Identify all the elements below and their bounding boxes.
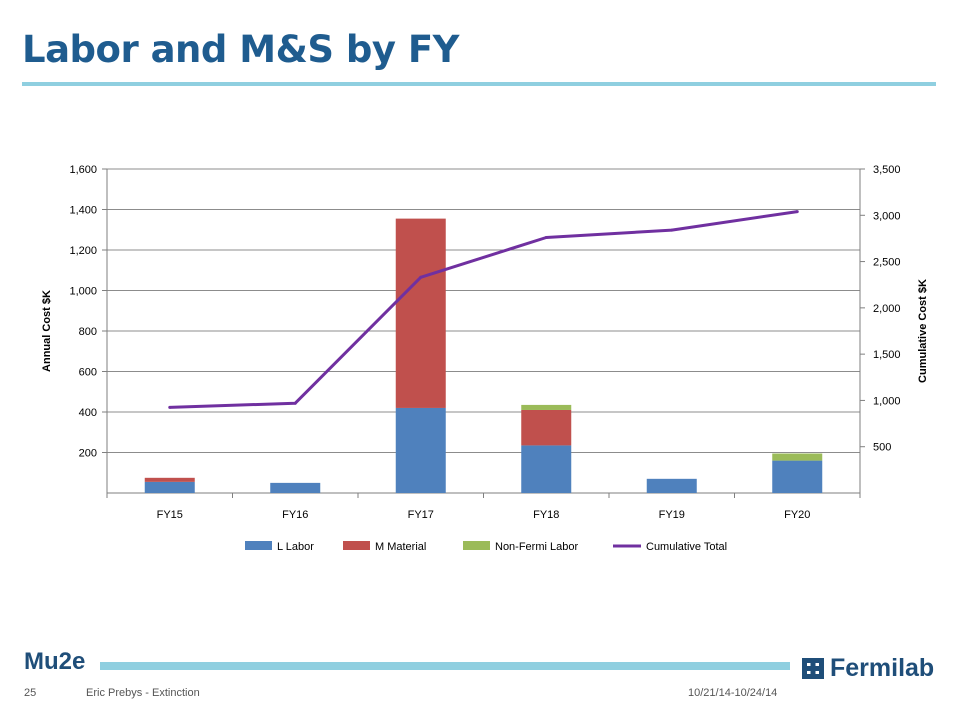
legend-swatch: [245, 541, 272, 550]
legend-swatch: [343, 541, 370, 550]
footer-author: Eric Prebys - Extinction: [86, 687, 200, 699]
y2-tick-label: 3,000: [873, 210, 901, 222]
y-tick-label: 1,000: [69, 286, 97, 298]
legend-swatch: [463, 541, 490, 550]
bar-non-fermi-labor-fy18: [521, 404, 572, 410]
y-tick-label: 1,400: [69, 205, 97, 217]
legend-label: M Material: [375, 541, 426, 553]
fermilab-wordmark: Fermilab: [830, 653, 935, 682]
y-tick-label: 1,600: [69, 164, 97, 176]
y2-axis-title: Cumulative Cost $K: [917, 279, 929, 383]
legend-label: Non-Fermi Labor: [495, 541, 578, 553]
bar-l-labor-fy17: [395, 407, 446, 493]
y2-tick-label: 500: [873, 442, 891, 454]
fermilab-icon: [802, 658, 824, 679]
legend-label: L Labor: [277, 541, 314, 553]
y-tick-label: 600: [79, 367, 97, 379]
y2-tick-label: 3,500: [873, 164, 901, 176]
y-tick-label: 1,200: [69, 245, 97, 257]
line-point: [670, 228, 674, 232]
bar-non-fermi-labor-fy20: [772, 453, 823, 461]
bar-l-labor-fy19: [646, 478, 697, 493]
bar-m-material-fy18: [521, 409, 572, 446]
y-tick-label: 200: [79, 448, 97, 460]
y2-tick-label: 2,500: [873, 257, 901, 269]
chart: 200 400 600 800 1,000 1,200 1,400 1,600 500 1,000…: [41, 164, 929, 553]
line-point: [795, 210, 799, 214]
title-rule: [22, 82, 936, 86]
x-tick-label: FY15: [157, 509, 183, 521]
line-cumulative-total: [169, 210, 798, 409]
y-tick-label: 800: [79, 326, 97, 338]
line-point: [168, 405, 172, 409]
x-tick-label: FY17: [408, 509, 434, 521]
bar-l-labor-fy15: [144, 481, 195, 493]
fermilab-logo: Fermilab: [800, 654, 934, 682]
mu2e-logo: Mu2e: [24, 648, 86, 675]
line-point: [544, 236, 548, 240]
x-tick-label: FY20: [784, 509, 810, 521]
bar-l-labor-fy16: [270, 482, 321, 493]
x-tick-label: FY19: [659, 509, 685, 521]
bar-l-labor-fy20: [772, 460, 823, 493]
line-point: [419, 275, 423, 279]
slide-title: Labor and M&S by FY: [22, 28, 459, 71]
y2-tick-label: 2,000: [873, 303, 901, 315]
y2-tick-label: 1,500: [873, 349, 901, 361]
footer-bar: [100, 662, 790, 670]
x-tick-label: FY18: [533, 509, 559, 521]
bar-m-material-fy15: [144, 477, 195, 482]
y2-tick-label: 1,000: [873, 395, 901, 407]
page-number: 25: [24, 687, 37, 699]
bar-l-labor-fy18: [521, 445, 572, 493]
x-tick-label: FY16: [282, 509, 308, 521]
line-point: [293, 401, 297, 405]
y-tick-label: 400: [79, 407, 97, 419]
bar-m-material-fy17: [395, 218, 446, 408]
footer-dates: 10/21/14-10/24/14: [688, 687, 778, 699]
legend-label: Cumulative Total: [646, 541, 727, 553]
y-axis-title: Annual Cost $K: [41, 290, 53, 372]
